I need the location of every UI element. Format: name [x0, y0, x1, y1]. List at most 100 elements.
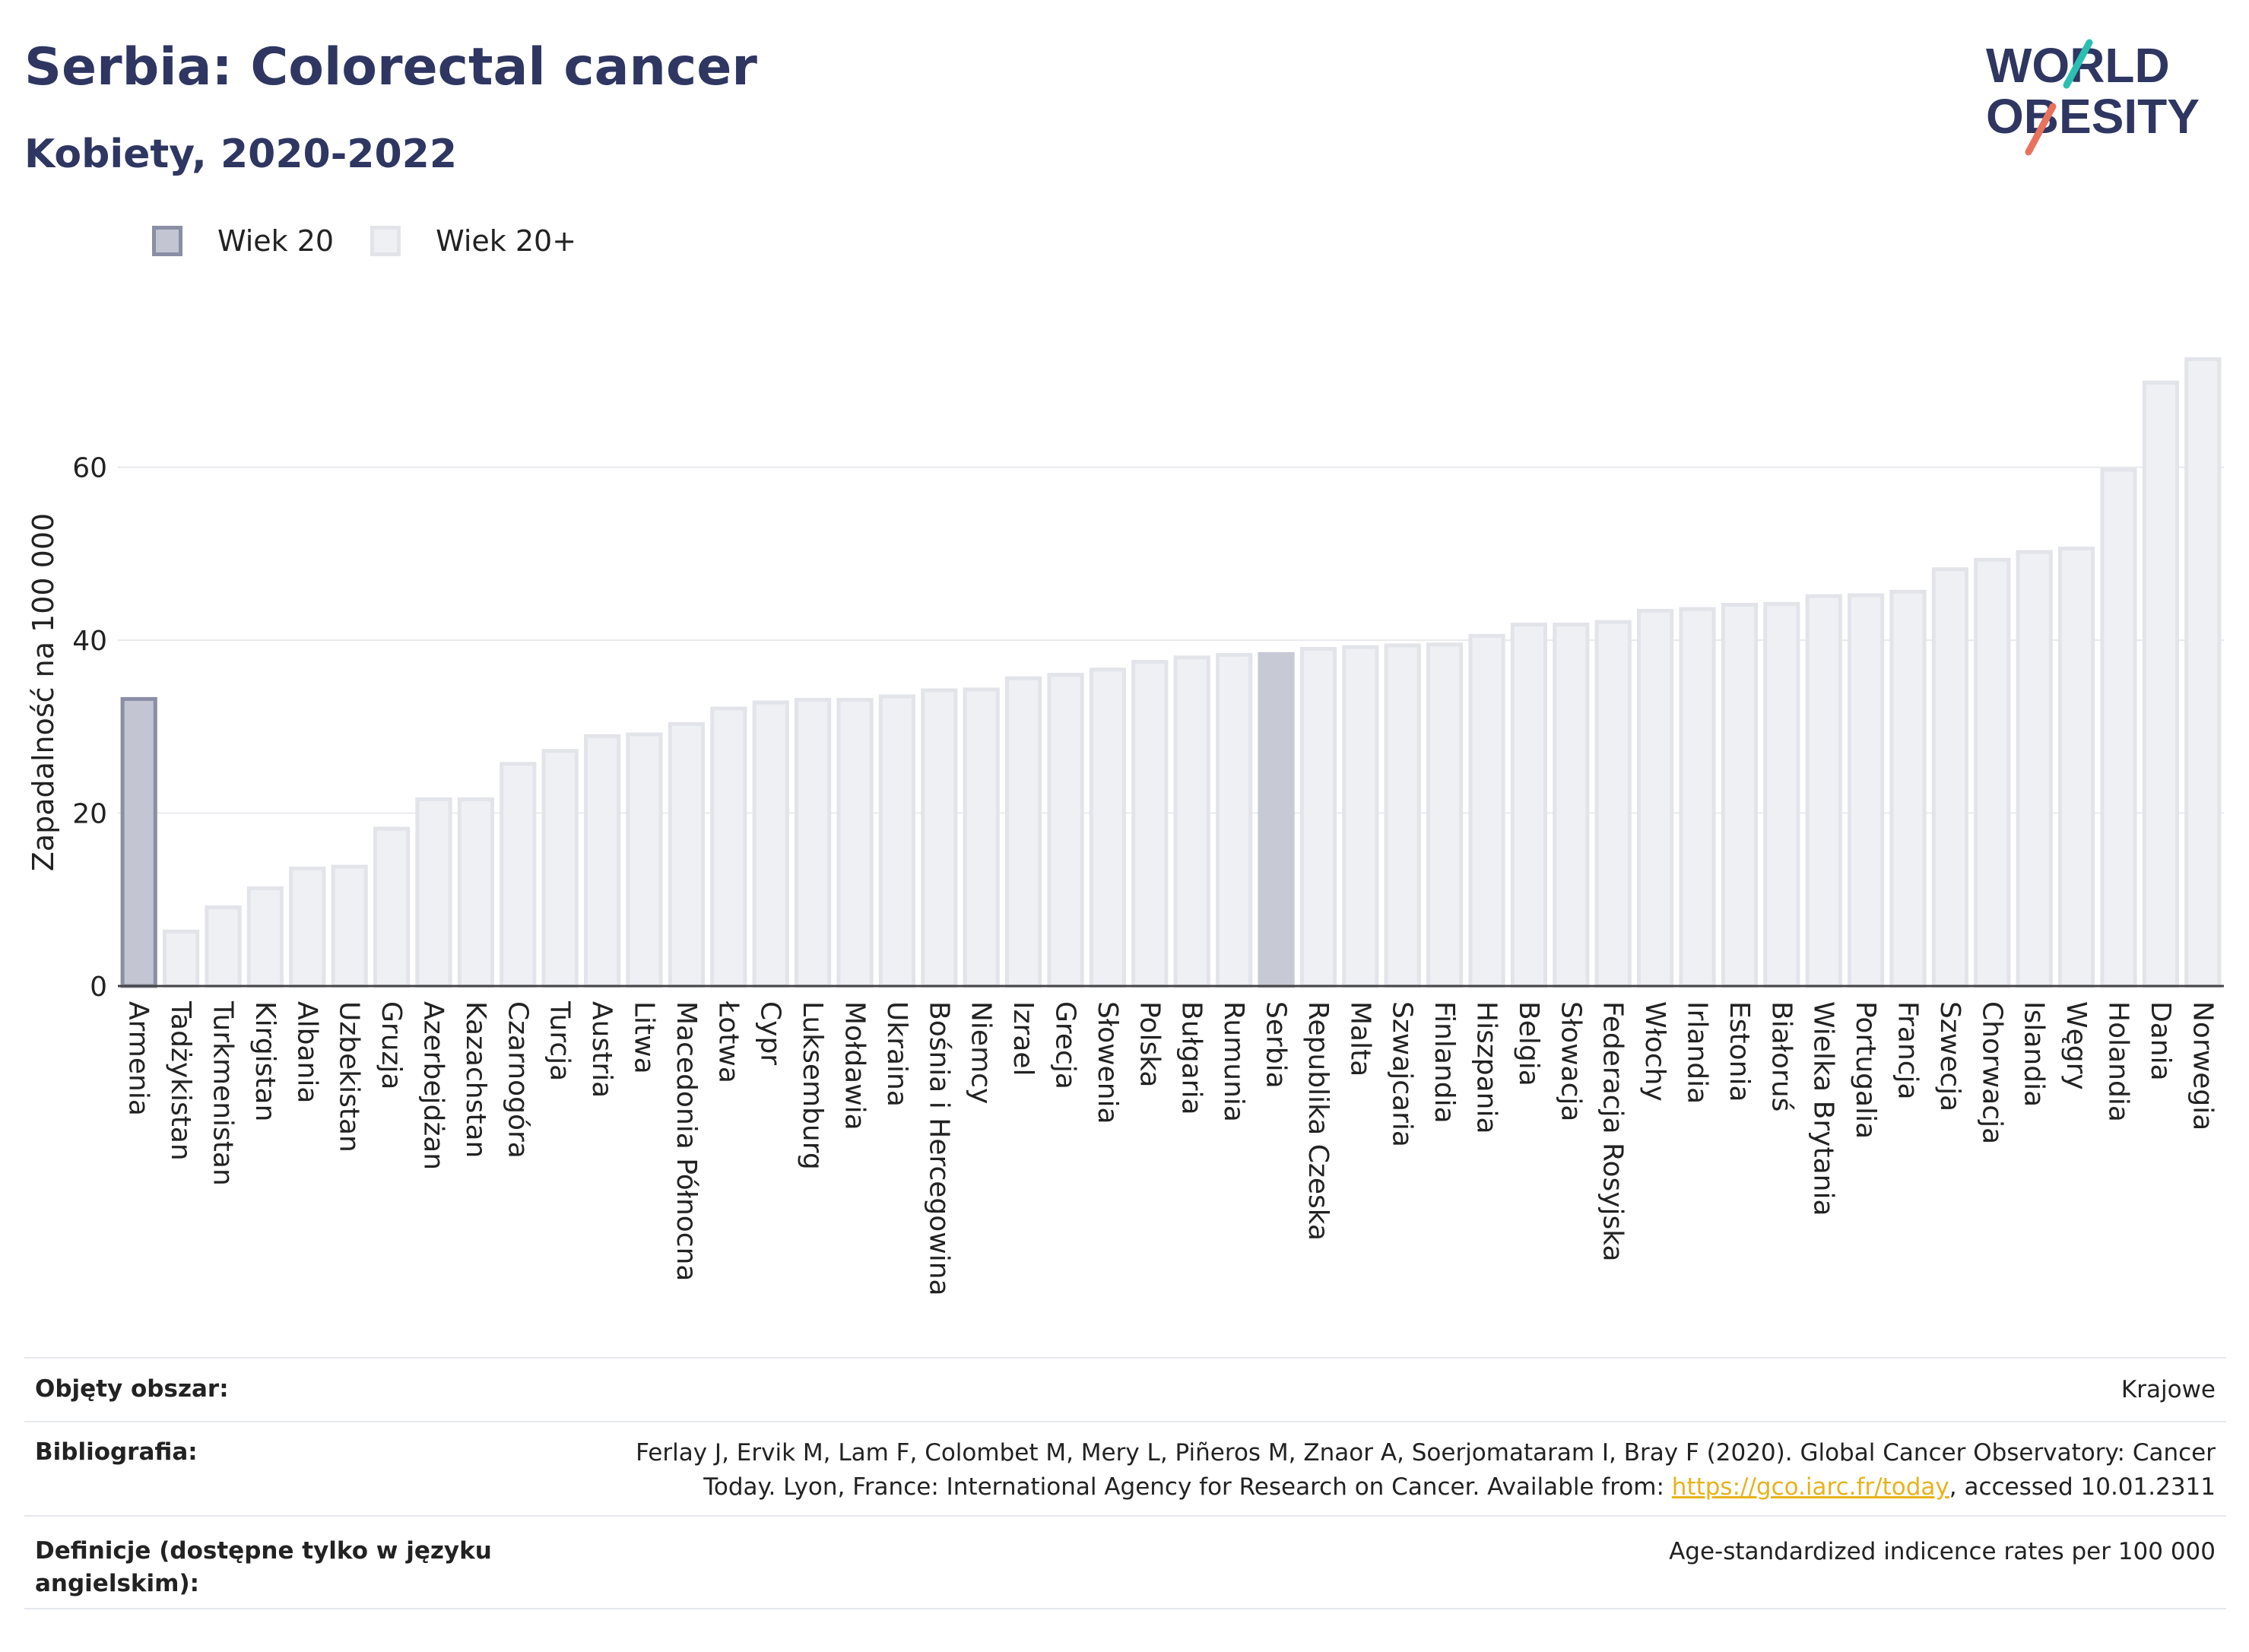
bar — [1215, 652, 1253, 988]
x-tick-label: Malta — [1344, 1001, 1375, 1076]
info-value-area: Krajowe — [2121, 1375, 2216, 1403]
x-tick-label: Hiszpania — [1471, 1001, 1502, 1134]
x-tick-label: Macedonia Północna — [671, 1001, 702, 1281]
bar — [2100, 468, 2137, 988]
bar — [415, 797, 452, 988]
x-tick-label: Uzbekistan — [334, 1001, 365, 1153]
bar — [2057, 547, 2095, 988]
y-tick-label: 40 — [72, 626, 107, 657]
x-tick-label: Kazachstan — [460, 1001, 491, 1158]
x-tick-label: Rumunia — [1218, 1001, 1249, 1122]
bar-chart: 0 20 40 60 Zapadalność na 100 000 Armenia Tadż… — [27, 357, 2224, 1296]
x-tick-label: Azerbejdżan — [418, 1001, 449, 1170]
bar — [1510, 623, 1548, 988]
bar — [1131, 660, 1169, 988]
info-row-area: Objęty obszar: Krajowe — [24, 1357, 2226, 1421]
bar — [878, 694, 916, 988]
bar — [1763, 601, 1800, 988]
bar — [1468, 633, 1505, 988]
info-label-area: Objęty obszar: — [35, 1375, 229, 1403]
bibliography-line1: Ferlay J, Ervik M, Lam F, Colombet M, Me… — [636, 1439, 2216, 1467]
info-value-bibliography: Ferlay J, Ervik M, Lam F, Colombet M, Me… — [636, 1436, 2226, 1515]
x-tick-label: Szwajcaria — [1387, 1001, 1418, 1147]
bibliography-line2-post: , accessed 10.01.2311 — [1949, 1473, 2216, 1501]
legend-swatch-wiek-20-plus — [370, 226, 401, 256]
x-tick-label: Izrael — [1007, 1001, 1039, 1076]
bar — [1342, 645, 1379, 988]
bar — [373, 826, 411, 988]
x-tick-label: Islandia — [2019, 1001, 2050, 1107]
x-tick-label: Grecja — [1050, 1001, 1081, 1089]
y-tick-label: 60 — [72, 453, 107, 484]
bar — [541, 749, 579, 988]
x-tick-label: Łotwa — [712, 1000, 744, 1083]
x-tick-label: Cypr — [755, 1001, 786, 1065]
bar — [2184, 357, 2222, 988]
x-tick-label: Portugalia — [1850, 1001, 1881, 1139]
bar — [1636, 608, 1674, 988]
bar — [120, 696, 157, 988]
x-tick-label: Bułgaria — [1176, 1001, 1207, 1115]
x-tick-label: Chorwacja — [1976, 1001, 2007, 1144]
bar — [289, 866, 326, 988]
info-table: Objęty obszar: Krajowe Bibliografia: Fer… — [24, 1357, 2226, 1609]
bar — [1173, 655, 1210, 988]
x-tick-label: Republika Czeska — [1302, 1001, 1334, 1241]
x-tick-label: Kirgistan — [249, 1001, 281, 1121]
y-tick-label: 20 — [72, 799, 107, 830]
x-tick-label: Turcja — [544, 1000, 576, 1081]
bar — [1258, 652, 1295, 988]
x-tick-label: Włochy — [1639, 1001, 1670, 1102]
x-tick-label: Belgia — [1513, 1001, 1544, 1086]
legend-item-wiek-20-plus[interactable]: Wiek 20+ — [370, 224, 576, 258]
bar — [1974, 557, 2011, 988]
x-tick-label: Francja — [1892, 1001, 1924, 1100]
legend-label-wiek-20: Wiek 20 — [217, 224, 335, 258]
x-tick-label: Ukraina — [881, 1001, 912, 1107]
x-tick-label: Dania — [2145, 1001, 2176, 1081]
bibliography-link[interactable]: https://gco.iarc.fr/today — [1671, 1473, 1949, 1501]
bar — [1679, 607, 1716, 988]
bar — [1889, 589, 1927, 988]
legend-label-wiek-20-plus: Wiek 20+ — [436, 224, 577, 258]
x-tick-label: Słowenia — [1092, 1001, 1123, 1124]
info-label-bibliography: Bibliografia: — [35, 1438, 198, 1466]
x-tick-label: Finlandia — [1429, 1001, 1460, 1124]
world-obesity-logo: WORLD OBESITY — [1977, 30, 2235, 167]
x-tick-label: Wielka Brytania — [1808, 1001, 1839, 1216]
info-row-bibliography: Bibliografia: Ferlay J, Ervik M, Lam F, … — [24, 1421, 2226, 1515]
bar — [500, 762, 537, 988]
bar — [583, 734, 621, 988]
x-tick-label: Austria — [586, 1001, 617, 1098]
bar — [1553, 623, 1590, 988]
legend-swatch-wiek-20 — [152, 226, 182, 256]
bar — [1426, 642, 1464, 988]
x-tick-label: Niemcy — [966, 1001, 997, 1104]
x-tick-label: Czarnogóra — [502, 1001, 533, 1159]
bar — [1931, 567, 1969, 988]
bar — [836, 698, 874, 988]
bar — [205, 905, 242, 988]
x-tick-label: Federacja Rosyjska — [1597, 1001, 1629, 1262]
x-tick-label: Mołdawia — [839, 1001, 871, 1130]
bar — [2142, 380, 2180, 988]
x-tick-label: Tadżykistan — [165, 1000, 196, 1161]
bar — [457, 797, 495, 988]
y-axis-label: Zapadalność na 100 000 — [27, 513, 60, 871]
page-title: Serbia: Colorectal cancer — [24, 37, 757, 97]
x-tick-label: Gruzja — [376, 1001, 407, 1089]
bar — [162, 929, 200, 988]
x-tick-label: Słowacja — [1555, 1001, 1586, 1121]
bar — [794, 698, 832, 988]
x-tick-label: Holandia — [2103, 1001, 2134, 1122]
logo-line2: OBESITY — [1986, 89, 2200, 144]
x-tick-label: Armenia — [123, 1001, 154, 1116]
x-tick-label: Turkmenistan — [208, 1000, 239, 1186]
page-subtitle: Kobiety, 2020-2022 — [24, 132, 458, 177]
bar — [668, 721, 706, 988]
x-tick-label: Białoruś — [1765, 1001, 1797, 1111]
bar — [1299, 646, 1337, 988]
x-tick-label: Polska — [1134, 1001, 1165, 1087]
bar — [1594, 620, 1632, 988]
legend-item-wiek-20[interactable]: Wiek 20 — [152, 224, 334, 258]
